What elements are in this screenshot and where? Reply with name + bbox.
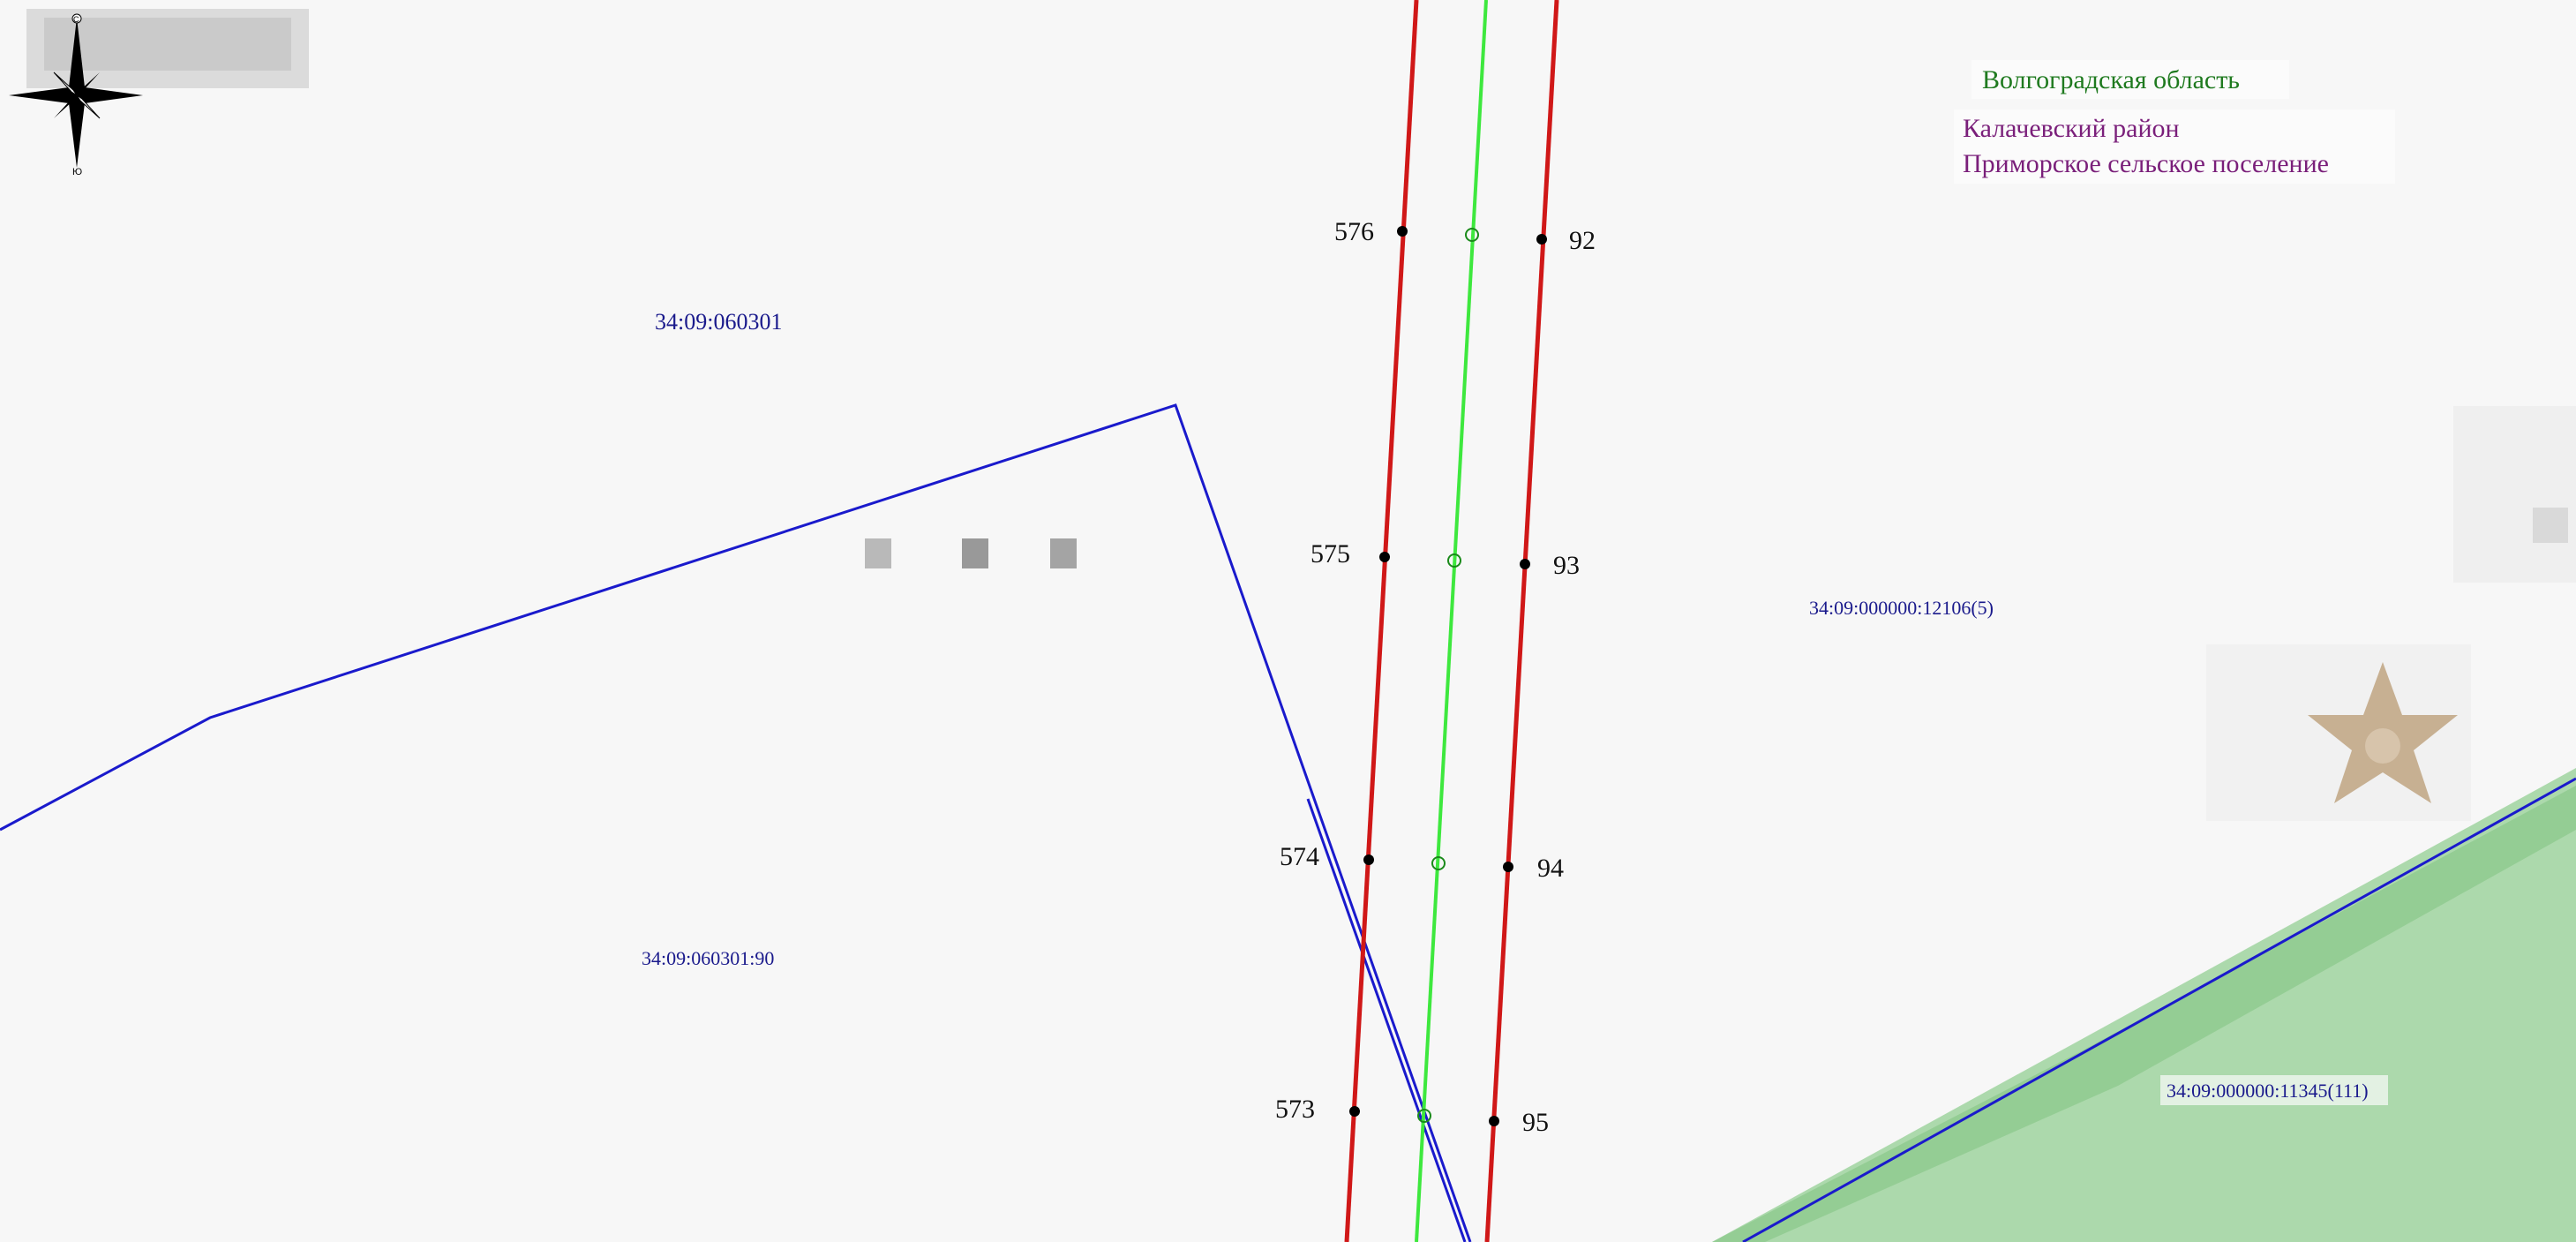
compass-north-label: С — [73, 15, 79, 24]
region-label-bg — [1971, 60, 2289, 99]
point-label-93: 93 — [1553, 551, 1580, 580]
axis-point[interactable] — [1465, 228, 1479, 242]
admin-label-bg — [1954, 109, 2395, 184]
compass-se-arrow — [76, 94, 101, 119]
region-label: Волгоградская область — [1982, 65, 2240, 94]
district-label: Калачевский район — [1963, 114, 2180, 143]
point-93[interactable] — [1520, 559, 1530, 569]
points-right — [1489, 234, 1547, 1126]
vegetation-area — [1712, 768, 2576, 1242]
compass-north-arrow — [69, 18, 85, 95]
point-574[interactable] — [1363, 854, 1374, 865]
point-573[interactable] — [1349, 1106, 1360, 1117]
points-left — [1349, 226, 1408, 1117]
compass-south-label: Ю — [72, 167, 82, 177]
compass-rose: С Ю — [9, 13, 143, 177]
compass-ne-arrow — [77, 72, 100, 95]
point-label-576: 576 — [1334, 217, 1374, 246]
green-axis-line — [1415, 0, 1488, 1242]
axis-point[interactable] — [1447, 553, 1461, 568]
parcel-boundary-left — [0, 403, 1472, 1242]
compass-south-arrow — [69, 95, 85, 168]
point-label-573: 573 — [1275, 1095, 1315, 1124]
axis-point[interactable] — [1417, 1109, 1431, 1123]
point-label-575: 575 — [1311, 539, 1350, 568]
point-575[interactable] — [1379, 552, 1390, 562]
parcel-label-11345-bg — [2160, 1075, 2388, 1105]
point-94[interactable] — [1503, 862, 1513, 872]
tree-symbol — [2308, 662, 2458, 803]
parcel-label-11345: 34:09:000000:11345(111) — [2167, 1080, 2369, 1102]
compass-west-arrow — [9, 87, 77, 103]
point-label-92: 92 — [1569, 226, 1596, 255]
axis-point[interactable] — [1431, 856, 1446, 870]
parcel-boundary-left-double — [1306, 798, 1467, 1242]
red-boundary-right — [1484, 0, 1559, 1242]
point-label-95: 95 — [1522, 1108, 1549, 1137]
point-label-574: 574 — [1280, 842, 1319, 871]
axis-points — [1417, 228, 1479, 1123]
parcel-boundary-right — [1742, 777, 2576, 1242]
settlement-label: Приморское сельское поселение — [1963, 149, 2329, 178]
point-576[interactable] — [1397, 226, 1408, 237]
parcel-label-90: 34:09:060301:90 — [642, 947, 774, 969]
compass-east-arrow — [77, 87, 143, 103]
point-95[interactable] — [1489, 1116, 1499, 1126]
parcel-label-quarter: 34:09:060301 — [655, 309, 782, 335]
parcel-label-12106: 34:09:000000:12106(5) — [1809, 597, 1994, 619]
compass-sw-arrow — [54, 95, 77, 118]
point-92[interactable] — [1536, 234, 1547, 245]
red-boundary-left — [1344, 0, 1419, 1242]
point-label-94: 94 — [1537, 854, 1564, 883]
